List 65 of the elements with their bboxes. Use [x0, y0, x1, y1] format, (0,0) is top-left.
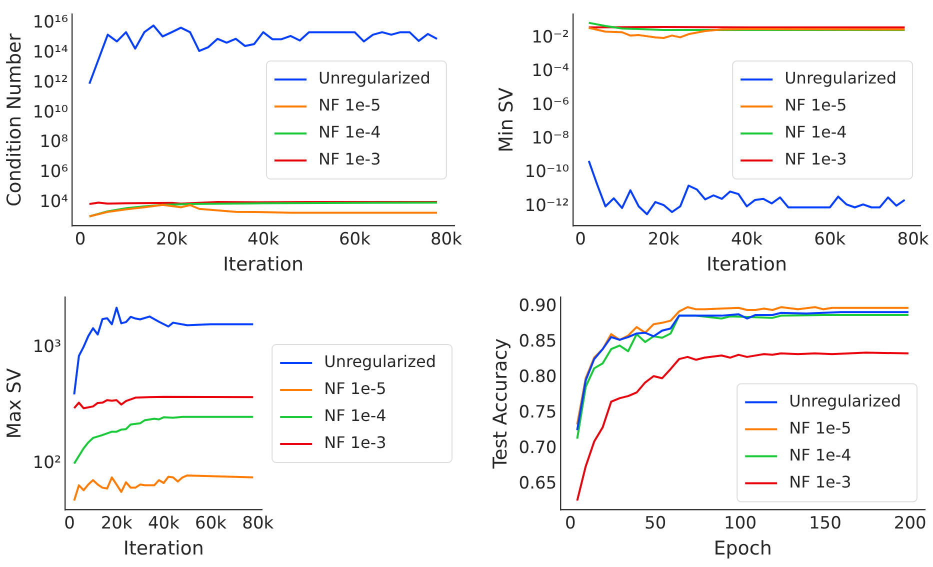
y-tick-label: 10⁴: [40, 192, 68, 212]
y-tick-label: 0.75: [518, 402, 557, 423]
y-axis-title: Max SV: [3, 368, 26, 439]
y-tick-label: 10²: [32, 452, 62, 473]
legend-label: NF 1e-5: [789, 418, 852, 438]
x-tick-label: 20k: [100, 513, 132, 534]
legend-label: NF 1e-4: [784, 122, 847, 142]
x-tick-label: 200: [894, 513, 926, 534]
x-tick-label: 60k: [338, 229, 371, 250]
y-tick-label: 10⁻²: [532, 27, 570, 48]
y-tick-label: 0.70: [518, 438, 557, 458]
y-tick-label: 10⁻⁸: [532, 128, 570, 148]
legend-label: Unregularized: [784, 68, 896, 88]
x-tick-label: 80k: [897, 229, 929, 250]
y-tick-label: 10¹²: [32, 72, 68, 92]
legend-label: NF 1e-5: [324, 379, 386, 398]
y-tick-label: 10⁻¹²: [524, 196, 570, 216]
y-tick-label: 10⁻¹⁰: [524, 162, 570, 182]
legend-label: NF 1e-4: [324, 406, 386, 426]
legend-label: Unregularized: [324, 352, 436, 372]
x-tick-label: 0: [74, 229, 86, 250]
legend-label: Unregularized: [789, 391, 901, 410]
y-tick-label: 10¹⁶: [32, 12, 68, 33]
legend-label: NF 1e-5: [784, 96, 847, 115]
x-axis-title: Epoch: [714, 538, 772, 560]
legend-label: NF 1e-5: [318, 96, 381, 115]
y-axis-title: Min SV: [495, 88, 518, 152]
x-tick-label: 20k: [648, 229, 680, 250]
y-axis-title: Test Accuracy: [489, 338, 512, 470]
y-tick-label: 0.85: [518, 331, 557, 352]
x-axis-title: Iteration: [222, 254, 304, 276]
y-axis-title: Condition Number: [3, 33, 26, 207]
legend-label: NF 1e-3: [324, 433, 386, 452]
y-tick-label: 0.65: [518, 474, 557, 494]
legend-label: NF 1e-3: [784, 150, 847, 169]
x-tick-label: 40k: [731, 229, 763, 250]
x-tick-label: 0: [565, 513, 576, 534]
x-axis-title: Iteration: [123, 538, 204, 560]
legend-label: NF 1e-3: [789, 472, 852, 492]
x-tick-label: 50: [644, 513, 666, 534]
x-tick-label: 0: [64, 513, 75, 534]
x-tick-label: 60k: [814, 229, 846, 250]
x-tick-label: 150: [808, 513, 842, 534]
y-tick-label: 10⁶: [40, 162, 68, 182]
y-tick-label: 10³: [32, 336, 62, 357]
y-tick-label: 0.90: [518, 296, 557, 316]
y-tick-label: 10¹⁴: [32, 42, 68, 63]
x-tick-label: 40k: [247, 229, 280, 250]
x-tick-label: 80k: [242, 513, 274, 534]
legend-label: NF 1e-4: [318, 122, 381, 142]
x-tick-label: 0: [575, 229, 586, 250]
x-tick-label: 100: [724, 513, 757, 534]
x-axis-title: Iteration: [706, 254, 788, 276]
y-tick-label: 10⁻⁶: [532, 94, 570, 115]
y-tick-label: 0.80: [518, 366, 557, 387]
y-tick-label: 10⁸: [40, 132, 68, 152]
legend-label: Unregularized: [318, 68, 430, 88]
x-tick-label: 40k: [148, 513, 180, 534]
y-tick-label: 10⁻⁴: [532, 61, 570, 82]
legend-label: NF 1e-4: [789, 445, 852, 464]
y-tick-label: 10¹⁰: [32, 102, 68, 122]
x-tick-label: 60k: [195, 513, 227, 534]
x-tick-label: 80k: [430, 229, 462, 250]
legend-label: NF 1e-3: [318, 150, 381, 169]
x-tick-label: 20k: [156, 229, 188, 250]
